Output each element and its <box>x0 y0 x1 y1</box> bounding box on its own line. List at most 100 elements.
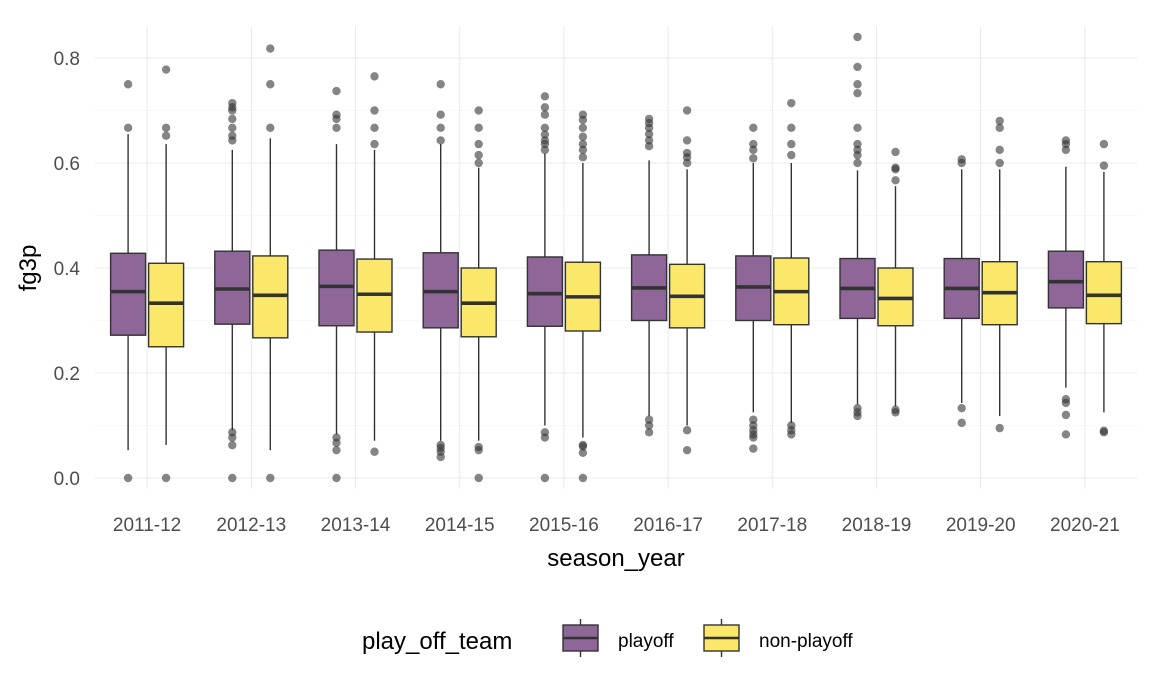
outlier-point <box>578 145 588 155</box>
outlier-point <box>332 110 341 119</box>
outlier-point <box>161 473 171 483</box>
x-tick-label: 2012-13 <box>216 515 286 536</box>
outlier-point <box>474 158 483 168</box>
outlier-point <box>436 80 445 89</box>
outlier-point <box>228 123 237 133</box>
box-iqr <box>109 252 147 336</box>
outlier-point <box>749 421 758 430</box>
x-tick-label: 2014-15 <box>425 515 495 536</box>
x-tick-label: 2011-12 <box>113 515 181 536</box>
box-iqr <box>147 262 185 348</box>
outlier-point <box>891 163 900 172</box>
outlier-point <box>474 442 483 452</box>
outlier-point <box>578 448 588 457</box>
y-tick-label: 0.2 <box>54 364 80 385</box>
box-playoff-2019-20 <box>943 155 980 428</box>
outlier-point <box>1099 139 1109 149</box>
outlier-point <box>995 123 1004 133</box>
outlier-point <box>644 129 654 139</box>
box-playoff-2014-15 <box>422 80 459 462</box>
outlier-point <box>578 132 588 141</box>
outlier-point <box>161 65 171 74</box>
x-tick-label: 2018-19 <box>842 515 912 536</box>
box-non-playoff-2019-20 <box>981 116 1018 433</box>
outlier-point <box>370 72 379 81</box>
outlier-point <box>853 88 862 98</box>
outlier-point <box>370 139 379 149</box>
outlier-point <box>578 153 588 162</box>
outlier-point <box>540 103 550 112</box>
box-playoff-2013-14 <box>318 86 355 483</box>
outlier-point <box>1061 430 1071 439</box>
outlier-point <box>578 473 588 483</box>
outlier-point <box>891 176 900 185</box>
outlier-point <box>853 80 862 89</box>
outlier-point <box>540 428 550 437</box>
outlier-point <box>578 110 588 119</box>
outlier-point <box>228 440 237 450</box>
outlier-point <box>1061 410 1071 420</box>
outlier-point <box>995 158 1004 168</box>
outlier-point <box>123 123 133 133</box>
outlier-point <box>332 433 341 442</box>
outlier-point <box>370 123 379 133</box>
outlier-point <box>853 158 862 168</box>
x-tick-label: 2019-20 <box>946 515 1016 536</box>
outlier-point <box>228 131 237 140</box>
outlier-point <box>749 154 758 163</box>
outlier-point <box>266 123 275 133</box>
plot-area <box>109 32 1123 483</box>
outlier-point <box>787 421 796 430</box>
outlier-point <box>853 145 862 155</box>
outlier-point <box>540 92 550 101</box>
outlier-point <box>228 473 237 483</box>
outlier-point <box>161 131 171 140</box>
outlier-point <box>332 86 341 96</box>
outlier-point <box>436 136 445 145</box>
legend-label-playoff: playoff <box>618 631 674 652</box>
outlier-point <box>266 44 275 53</box>
outlier-point <box>123 473 133 483</box>
box-playoff-2018-19 <box>839 32 876 421</box>
outlier-point <box>1099 426 1109 435</box>
box-non-playoff-2013-14 <box>356 72 393 456</box>
outlier-point <box>474 150 483 160</box>
outlier-point <box>787 139 796 149</box>
outlier-point <box>332 445 341 455</box>
outlier-point <box>853 403 862 413</box>
outlier-point <box>682 426 692 435</box>
x-axis-ticks: 2011-12 2012-13 2013-14 2014-15 2015-16 2016-… <box>113 515 1120 536</box>
outlier-point <box>853 123 862 133</box>
outlier-point <box>474 473 483 483</box>
outlier-point <box>995 423 1004 433</box>
outlier-point <box>644 428 654 437</box>
outlier-point <box>957 155 966 164</box>
outlier-point <box>370 447 379 456</box>
outlier-point <box>749 145 758 155</box>
box-non-playoff-2015-16 <box>564 110 602 483</box>
outlier-point <box>957 403 966 413</box>
outlier-point <box>1061 145 1071 155</box>
outlier-point <box>853 62 862 72</box>
outlier-point <box>540 145 550 155</box>
outlier-point <box>228 428 237 437</box>
outlier-point <box>436 110 445 119</box>
outlier-point <box>891 147 900 157</box>
box-playoff-2017-18 <box>735 123 772 453</box>
box-non-playoff-2011-12 <box>147 65 185 483</box>
outlier-point <box>749 123 758 133</box>
outlier-point <box>436 123 445 133</box>
outlier-point <box>682 136 692 145</box>
outlier-point <box>436 440 445 450</box>
outlier-point <box>749 444 758 453</box>
outlier-point <box>540 130 550 139</box>
outlier-point <box>266 473 275 483</box>
outlier-point <box>787 150 796 160</box>
y-axis-title: fg3p <box>15 245 42 292</box>
box-playoff-2011-12 <box>109 80 147 483</box>
outlier-point <box>228 98 237 108</box>
box-non-playoff-2012-13 <box>252 44 289 483</box>
outlier-point <box>540 123 550 133</box>
legend: play_off_team playoff non-playoff <box>362 619 853 657</box>
outlier-point <box>540 473 550 483</box>
